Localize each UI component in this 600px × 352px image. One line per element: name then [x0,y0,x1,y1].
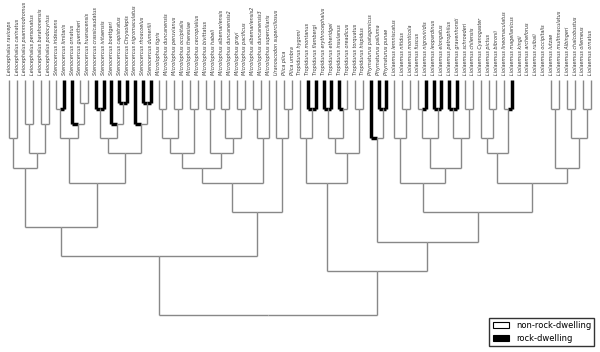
Text: Liolaemus kingii: Liolaemus kingii [518,35,523,75]
Text: Liolaemus magellanicus: Liolaemus magellanicus [509,16,515,75]
Text: Liolaemus chilensis: Liolaemus chilensis [470,27,475,75]
Text: Stenocercus ornatus: Stenocercus ornatus [70,25,74,75]
Text: Liolaemus archeforus: Liolaemus archeforus [526,22,530,75]
Text: Phymaturus punae: Phymaturus punae [384,29,389,75]
Text: Stenocercus nigromaculatus: Stenocercus nigromaculatus [133,5,137,75]
Text: Liolaemus leopardinus: Liolaemus leopardinus [431,20,436,75]
Text: Microlophus duncanensis2: Microlophus duncanensis2 [227,10,232,75]
Text: Microlophus cecropialius: Microlophus cecropialius [196,15,200,75]
Text: Tropidurus torquatus: Tropidurus torquatus [353,24,358,75]
Text: Microlophus bivittatus: Microlophus bivittatus [203,21,208,75]
Text: Leiocephalus podocyrtus: Leiocephalus podocyrtus [46,14,51,75]
Text: Leiocephalus raviceps: Leiocephalus raviceps [7,21,12,75]
Text: Microlophus superciliaris: Microlophus superciliaris [266,14,271,75]
Text: Liolaemus bibronii: Liolaemus bibronii [494,30,499,75]
Text: Stenocercus huanacensis: Stenocercus huanacensis [85,13,91,75]
Text: Liolaemus nitidus: Liolaemus nitidus [400,32,404,75]
Text: Microlophus occipitalis: Microlophus occipitalis [179,20,185,75]
Text: Microlophus habeli: Microlophus habeli [211,29,216,75]
Text: Stenocercus dumerilii: Stenocercus dumerilii [148,22,153,75]
Text: Liolaemus fuscus: Liolaemus fuscus [415,33,421,75]
Text: Tropidurus hygomi: Tropidurus hygomi [298,29,302,75]
Text: Liolaemus lutzae: Liolaemus lutzae [549,33,554,75]
Text: Liolaemus occipitalis: Liolaemus occipitalis [541,24,546,75]
Text: Phymaturus palluma: Phymaturus palluma [376,24,381,75]
Text: Liolaemus ruibali: Liolaemus ruibali [533,33,538,75]
Text: Liolaemus petrophilus: Liolaemus petrophilus [447,21,452,75]
Text: Liolaemus multimaculatus: Liolaemus multimaculatus [557,11,562,75]
Text: Plica umbra: Plica umbra [290,46,295,75]
Text: Tropidurus hispidus: Tropidurus hispidus [361,27,365,75]
Text: Liolaemus gravenhorsti: Liolaemus gravenhorsti [455,18,460,75]
Text: Liolaemus chalcobustus: Liolaemus chalcobustus [572,17,578,75]
Text: Microlophus albemarlensis2: Microlophus albemarlensis2 [250,7,256,75]
Text: Liolaemus lemniscatus: Liolaemus lemniscatus [392,19,397,75]
Text: Stenocercus Chrysolepis: Stenocercus Chrysolepis [125,15,130,75]
Text: Liolaemus ornatus: Liolaemus ornatus [588,30,593,75]
Text: Liolaemus lineomaculatus: Liolaemus lineomaculatus [502,11,507,75]
Text: Stenocercus limitaris: Stenocercus limitaris [62,24,67,75]
Legend: non-rock-dwelling, rock-dwelling: non-rock-dwelling, rock-dwelling [489,318,595,346]
Text: Microlophus albemarlensis: Microlophus albemarlensis [219,10,224,75]
Text: Stenocercus capistratus: Stenocercus capistratus [117,16,122,75]
Text: Plica plica: Plica plica [282,50,287,75]
Text: Liolaemus schroederi: Liolaemus schroederi [463,23,467,75]
Text: Microlophus tigris: Microlophus tigris [156,32,161,75]
Text: Microlophus peruvianus: Microlophus peruvianus [172,17,177,75]
Text: Stenocercus rhoacoelus: Stenocercus rhoacoelus [140,17,145,75]
Text: Tropidurus montanus: Tropidurus montanus [305,23,310,75]
Text: Tropidurus insulanus: Tropidurus insulanus [337,24,342,75]
Text: Microlophus pacificus: Microlophus pacificus [242,22,247,75]
Text: Liolaemus Cyanogaster: Liolaemus Cyanogaster [478,18,483,75]
Text: Liolaemus elongatus: Liolaemus elongatus [439,24,444,75]
Text: Tropidurus oreadicus: Tropidurus oreadicus [344,24,350,75]
Text: Liolaemus ollemeus: Liolaemus ollemeus [580,26,586,75]
Text: Phymaturus patagonicus: Phymaturus patagonicus [368,14,373,75]
Text: Stenocercus iridescens: Stenocercus iridescens [54,19,59,75]
Text: Liolaemus monticola: Liolaemus monticola [407,24,413,75]
Text: Leiocephalus psammodromus: Leiocephalus psammodromus [22,2,28,75]
Text: Stenocercus ivitaensis: Stenocercus ivitaensis [101,20,106,75]
Text: Microlophus theresiae: Microlophus theresiae [187,21,193,75]
Text: Liolaemus pictus: Liolaemus pictus [486,34,491,75]
Text: Leiocephalus personatus: Leiocephalus personatus [31,14,35,75]
Text: Stenocercus crassicaudatus: Stenocercus crassicaudatus [93,7,98,75]
Text: Microlophus duncanensis: Microlophus duncanensis [164,13,169,75]
Text: Tropidurus flambergi: Tropidurus flambergi [313,24,318,75]
Text: Tropidurus etheridgei: Tropidurus etheridgei [329,22,334,75]
Text: Leiocephalus carinatus: Leiocephalus carinatus [14,19,20,75]
Text: Uranoscodon superciliosus: Uranoscodon superciliosus [274,10,279,75]
Text: Liolaemus Albingeri: Liolaemus Albingeri [565,26,569,75]
Text: Stenocercus guentheri: Stenocercus guentheri [77,20,82,75]
Text: Microlophus duncanensis3: Microlophus duncanensis3 [258,10,263,75]
Text: Leiocephalus barahonensis: Leiocephalus barahonensis [38,8,43,75]
Text: Liolaemus nigroviridis: Liolaemus nigroviridis [423,21,428,75]
Text: Tropidurus erythrocephalus: Tropidurus erythrocephalus [321,7,326,75]
Text: Stenocercus boettgeri: Stenocercus boettgeri [109,21,114,75]
Text: Microlophus grayi: Microlophus grayi [235,31,239,75]
